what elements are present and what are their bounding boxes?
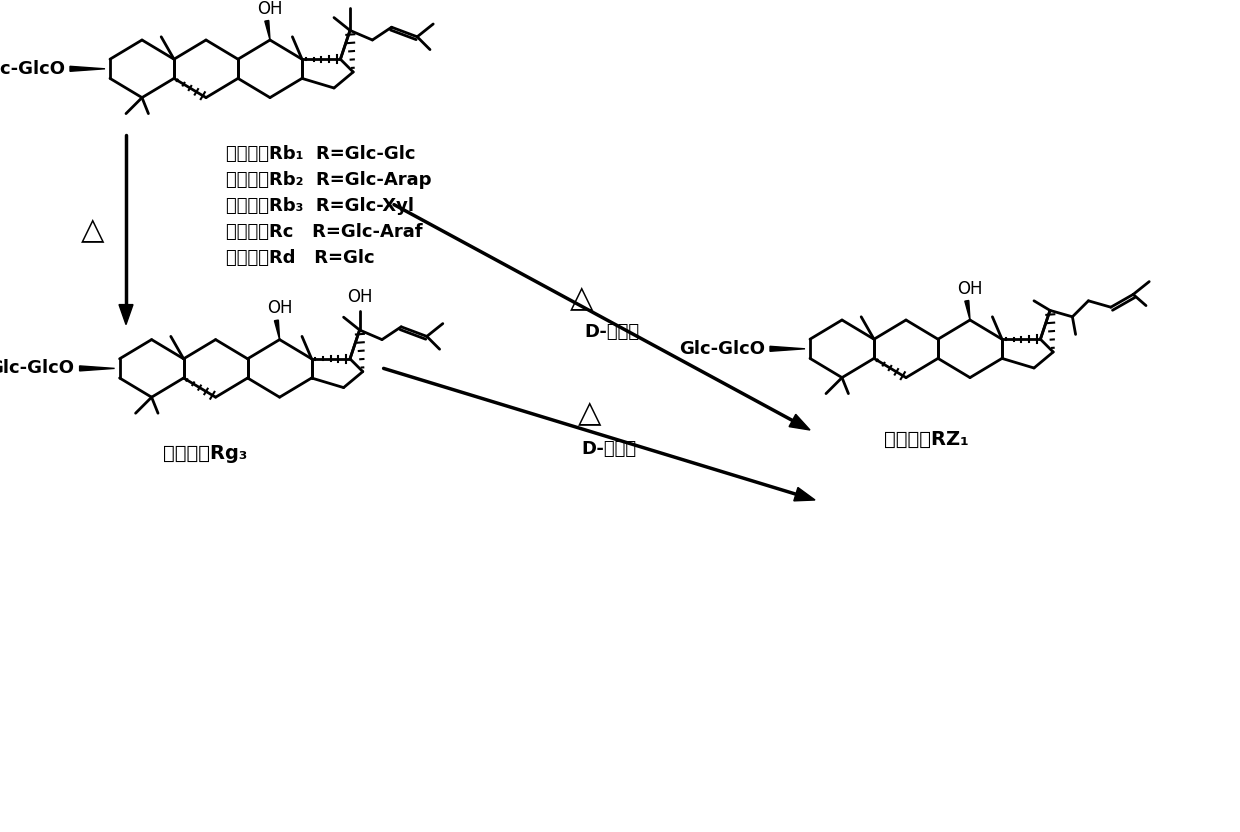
Text: OH: OH (257, 0, 283, 17)
Text: 人参皮苷Rc   R=Glc-Araf: 人参皮苷Rc R=Glc-Araf (226, 223, 423, 240)
Polygon shape (965, 300, 970, 320)
Polygon shape (69, 67, 105, 72)
Text: 人参皮苷Rb₂  R=Glc-Arap: 人参皮苷Rb₂ R=Glc-Arap (226, 171, 432, 189)
Text: △: △ (570, 283, 594, 312)
Polygon shape (119, 305, 133, 324)
Text: 人参皮苷Rb₃  R=Glc-Xyl: 人参皮苷Rb₃ R=Glc-Xyl (226, 196, 414, 215)
Polygon shape (274, 320, 279, 339)
Polygon shape (770, 346, 805, 351)
Text: Glc-GlcO: Glc-GlcO (680, 339, 765, 358)
Text: 人参皮苷Rd   R=Glc: 人参皮苷Rd R=Glc (226, 249, 374, 266)
Polygon shape (789, 414, 810, 430)
Text: D-丙氨酸: D-丙氨酸 (582, 440, 637, 458)
Polygon shape (794, 488, 815, 501)
Text: OH: OH (267, 300, 293, 317)
Polygon shape (265, 21, 270, 40)
Text: D-丙氨酸: D-丙氨酸 (584, 324, 640, 341)
Text: 人参皮苷Rb₁  R=Glc-Glc: 人参皮苷Rb₁ R=Glc-Glc (226, 145, 415, 162)
Text: 人参皮苷Rg₃: 人参皮苷Rg₃ (164, 444, 248, 463)
Text: △: △ (81, 215, 104, 244)
Text: Glc-GlcO: Glc-GlcO (0, 359, 74, 378)
Text: OH: OH (347, 288, 372, 306)
Text: Glc-GlcO: Glc-GlcO (0, 60, 64, 78)
Text: 人参皮苷RZ₁: 人参皮苷RZ₁ (884, 429, 968, 448)
Text: OH: OH (957, 280, 983, 298)
Text: △: △ (578, 398, 601, 427)
Polygon shape (79, 366, 114, 371)
